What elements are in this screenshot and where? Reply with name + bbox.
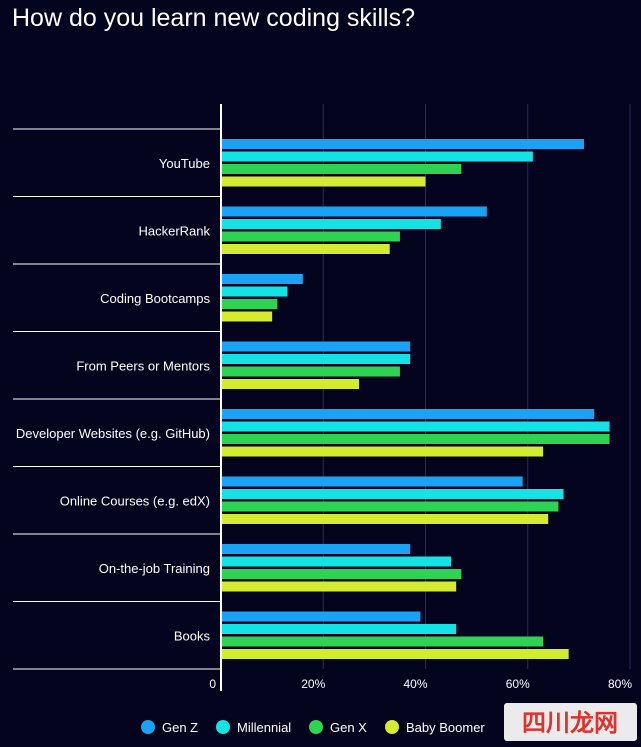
category-label: From Peers or Mentors <box>76 358 210 373</box>
legend-label: Gen X <box>330 720 367 735</box>
category-label: Books <box>174 628 211 643</box>
bar <box>222 219 441 229</box>
bar <box>222 421 610 432</box>
bar <box>222 476 523 487</box>
watermark-logo: 四川龙网 <box>504 703 637 741</box>
bar <box>222 434 610 444</box>
bar <box>222 636 544 647</box>
bar <box>222 514 549 524</box>
category-label: Coding Bootcamps <box>100 291 210 306</box>
legend-label: Millennial <box>237 720 291 735</box>
bar <box>222 206 487 217</box>
bar <box>222 311 273 322</box>
category-label: On-the-job Training <box>99 561 210 576</box>
bar <box>222 244 390 254</box>
legend[interactable]: Gen Z Millennial Gen X Baby Boomer <box>141 720 485 735</box>
labels-layer: YouTube HackerRank Coding Bootcamps From Pe… <box>16 156 632 691</box>
bar <box>222 569 462 579</box>
bar <box>222 409 595 419</box>
x-tick-label: 80% <box>608 677 632 691</box>
category-label: YouTube <box>159 156 210 171</box>
legend-marker <box>141 720 155 734</box>
bar <box>222 299 278 309</box>
category-label: HackerRank <box>138 223 210 238</box>
bar <box>222 341 411 352</box>
legend-item[interactable]: Millennial <box>216 720 291 735</box>
bar <box>222 581 457 592</box>
bar <box>222 164 462 174</box>
bar <box>222 139 584 149</box>
bar <box>222 544 411 554</box>
bar <box>222 624 457 634</box>
legend-marker <box>216 720 230 734</box>
legend-item[interactable]: Gen Z <box>141 720 198 735</box>
bar <box>222 274 303 284</box>
x-tick-label: 20% <box>301 677 325 691</box>
bar <box>222 611 421 622</box>
legend-marker <box>385 720 399 734</box>
legend-marker <box>309 720 323 734</box>
x-tick-label: 40% <box>403 677 427 691</box>
svg-text:四川龙网: 四川龙网 <box>522 709 618 737</box>
bar <box>222 151 533 162</box>
bars-layer <box>222 139 610 659</box>
bar <box>222 501 559 512</box>
bar <box>222 446 544 457</box>
bar <box>222 649 569 659</box>
bar <box>222 231 400 242</box>
bar <box>222 379 360 389</box>
category-label: Online Courses (e.g. edX) <box>60 493 210 508</box>
bar <box>222 366 400 377</box>
bar <box>222 354 411 364</box>
category-label: Developer Websites (e.g. GitHub) <box>16 426 210 441</box>
legend-item[interactable]: Gen X <box>309 720 367 735</box>
bar <box>222 556 452 567</box>
bar <box>222 286 288 297</box>
bar <box>222 489 564 499</box>
grid-layer <box>13 104 631 691</box>
x-tick-label: 0 <box>209 677 216 691</box>
legend-item[interactable]: Baby Boomer <box>385 720 485 735</box>
legend-label: Gen Z <box>162 720 198 735</box>
x-tick-label: 60% <box>506 677 530 691</box>
chart-title: How do you learn new coding skills? <box>12 4 415 32</box>
legend-label: Baby Boomer <box>406 720 485 735</box>
bar <box>222 176 426 187</box>
